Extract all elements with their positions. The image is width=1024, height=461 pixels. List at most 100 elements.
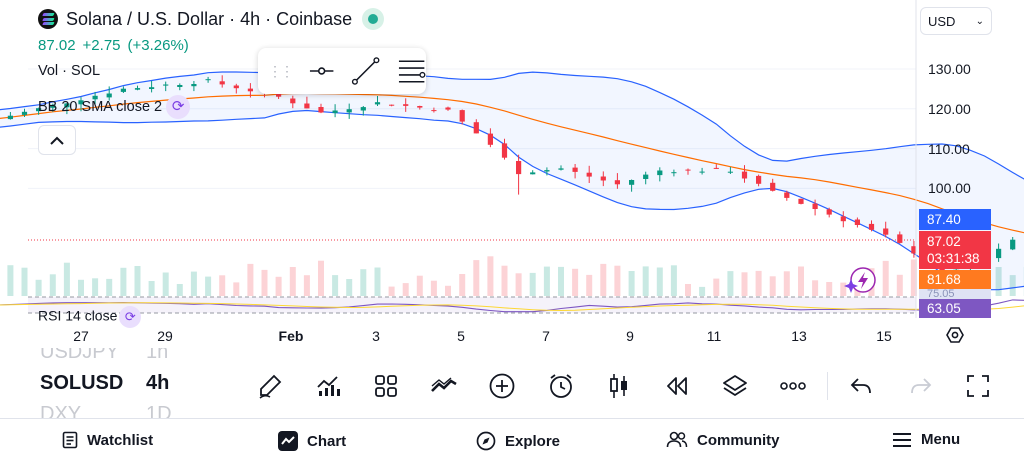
last-price-value: 87.02: [927, 234, 961, 249]
rsi-hidden-label: 75.05: [919, 289, 991, 299]
templates-grid-icon[interactable]: [370, 370, 402, 402]
sparkle-icon[interactable]: [844, 279, 858, 293]
volume-bar: [445, 285, 451, 296]
candle-body: [996, 248, 1002, 259]
currency-value: USD: [928, 13, 956, 29]
time-tick: 15: [876, 328, 892, 344]
nav-explore[interactable]: Explore: [476, 431, 560, 451]
time-tick: 9: [626, 328, 634, 344]
price-tick: 100.00: [928, 180, 971, 196]
alert-clock-icon[interactable]: [545, 370, 577, 402]
time-tick: 3: [372, 328, 380, 344]
volume-legend[interactable]: Vol · SOL: [38, 63, 101, 79]
volume-bar: [374, 267, 381, 296]
candle-body: [897, 234, 903, 243]
more-icon[interactable]: [777, 370, 809, 402]
volume-bar: [798, 266, 804, 296]
fullscreen-icon[interactable]: [962, 370, 994, 402]
symbol-header[interactable]: Solana / U.S. Dollar · 4h · Coinbase: [38, 8, 385, 30]
collapse-legend-button[interactable]: [38, 125, 76, 155]
symbol-title[interactable]: Solana / U.S. Dollar · 4h · Coinbase: [66, 8, 353, 29]
rsi-band: [28, 297, 916, 313]
candle-body: [445, 107, 451, 110]
volume-bar: [501, 265, 508, 296]
time-tick: 7: [542, 328, 550, 344]
volume-bar: [346, 279, 353, 296]
wheel-current-interval[interactable]: 4h: [146, 372, 170, 394]
trend-line-icon[interactable]: [351, 56, 380, 86]
volume-bar: [261, 269, 268, 296]
candle-body: [106, 93, 112, 98]
candle-body: [346, 109, 352, 113]
candle-body: [431, 110, 437, 112]
nav-watchlist-label: Watchlist: [87, 431, 154, 449]
candle-body: [473, 122, 479, 134]
drag-handle-icon[interactable]: ⋮⋮: [268, 62, 294, 79]
rsi-line: [0, 299, 1024, 313]
volume-bar: [303, 275, 310, 296]
candle-body: [727, 171, 733, 173]
volume-bar: [1009, 275, 1016, 296]
rsi-legend[interactable]: RSI 14 close ⟳: [38, 306, 142, 328]
bb-basis-line: [0, 92, 1024, 234]
candle-body: [219, 81, 225, 85]
price-tick: 120.00: [928, 101, 971, 117]
volume-bar: [755, 270, 762, 296]
compare-icon[interactable]: [428, 370, 460, 402]
candle-body: [770, 182, 776, 191]
community-icon: [666, 431, 688, 448]
volume-bar: [543, 266, 550, 296]
currency-select[interactable]: USD ⌄: [920, 7, 992, 35]
candle-body: [487, 133, 493, 145]
wheel-prev-symbol[interactable]: USDJPY: [40, 348, 119, 363]
change-pct: (+3.26%): [127, 37, 189, 54]
volume-bar: [769, 276, 776, 296]
candles-icon[interactable]: [603, 370, 635, 402]
nav-community[interactable]: Community: [666, 431, 780, 449]
wheel-current-symbol[interactable]: SOLUSD: [40, 372, 124, 394]
volume-bar: [318, 260, 324, 296]
redo-icon[interactable]: [905, 370, 937, 402]
chart-settings-button[interactable]: [946, 326, 964, 349]
rsi-pane: [0, 296, 1024, 314]
wheel-next-symbol[interactable]: DXY: [40, 403, 82, 418]
volume-bar: [529, 272, 536, 296]
add-icon[interactable]: [486, 370, 518, 402]
change-abs: +2.75: [82, 37, 121, 54]
volume-bar: [120, 267, 127, 296]
volume-bar: [487, 256, 494, 296]
wheel-prev-interval[interactable]: 1h: [146, 348, 169, 363]
candle-body: [360, 107, 366, 111]
nav-menu[interactable]: Menu: [892, 431, 960, 448]
volume-bar: [995, 267, 1002, 296]
compass-icon: [476, 431, 496, 451]
indicators-icon[interactable]: [312, 370, 344, 402]
time-tick: 13: [791, 328, 807, 344]
volume-bar: [176, 284, 183, 296]
rsi-sma-line: [0, 302, 1024, 312]
candle-body: [572, 167, 578, 172]
fib-retracement-icon[interactable]: [397, 58, 426, 84]
candle-body: [78, 100, 84, 105]
replay-icon[interactable]: [661, 370, 693, 402]
horizontal-ray-icon[interactable]: [308, 61, 335, 81]
nav-chart[interactable]: Chart: [278, 431, 346, 451]
candle-body: [36, 108, 42, 112]
volume-bar: [162, 272, 169, 296]
candle-body: [276, 93, 282, 97]
volume-bar: [656, 267, 663, 296]
volume-bar: [106, 278, 113, 296]
volume-bar: [360, 269, 367, 296]
last-price-label: 87.02 03:31:38: [919, 231, 991, 269]
undo-icon[interactable]: [845, 370, 877, 402]
layers-icon[interactable]: [719, 370, 751, 402]
brush-icon[interactable]: [254, 370, 286, 402]
nav-watchlist[interactable]: Watchlist: [62, 431, 153, 449]
bb-basis-price-label: 81.68: [919, 270, 991, 289]
wheel-next-interval[interactable]: 1D: [146, 403, 172, 418]
candle-body: [840, 216, 846, 222]
bar-countdown: 03:31:38: [927, 251, 980, 266]
bollinger-legend[interactable]: BB 20 SMA close 2 ⟳: [38, 95, 191, 119]
watchlist-icon: [62, 431, 78, 449]
volume-bar: [205, 276, 212, 296]
